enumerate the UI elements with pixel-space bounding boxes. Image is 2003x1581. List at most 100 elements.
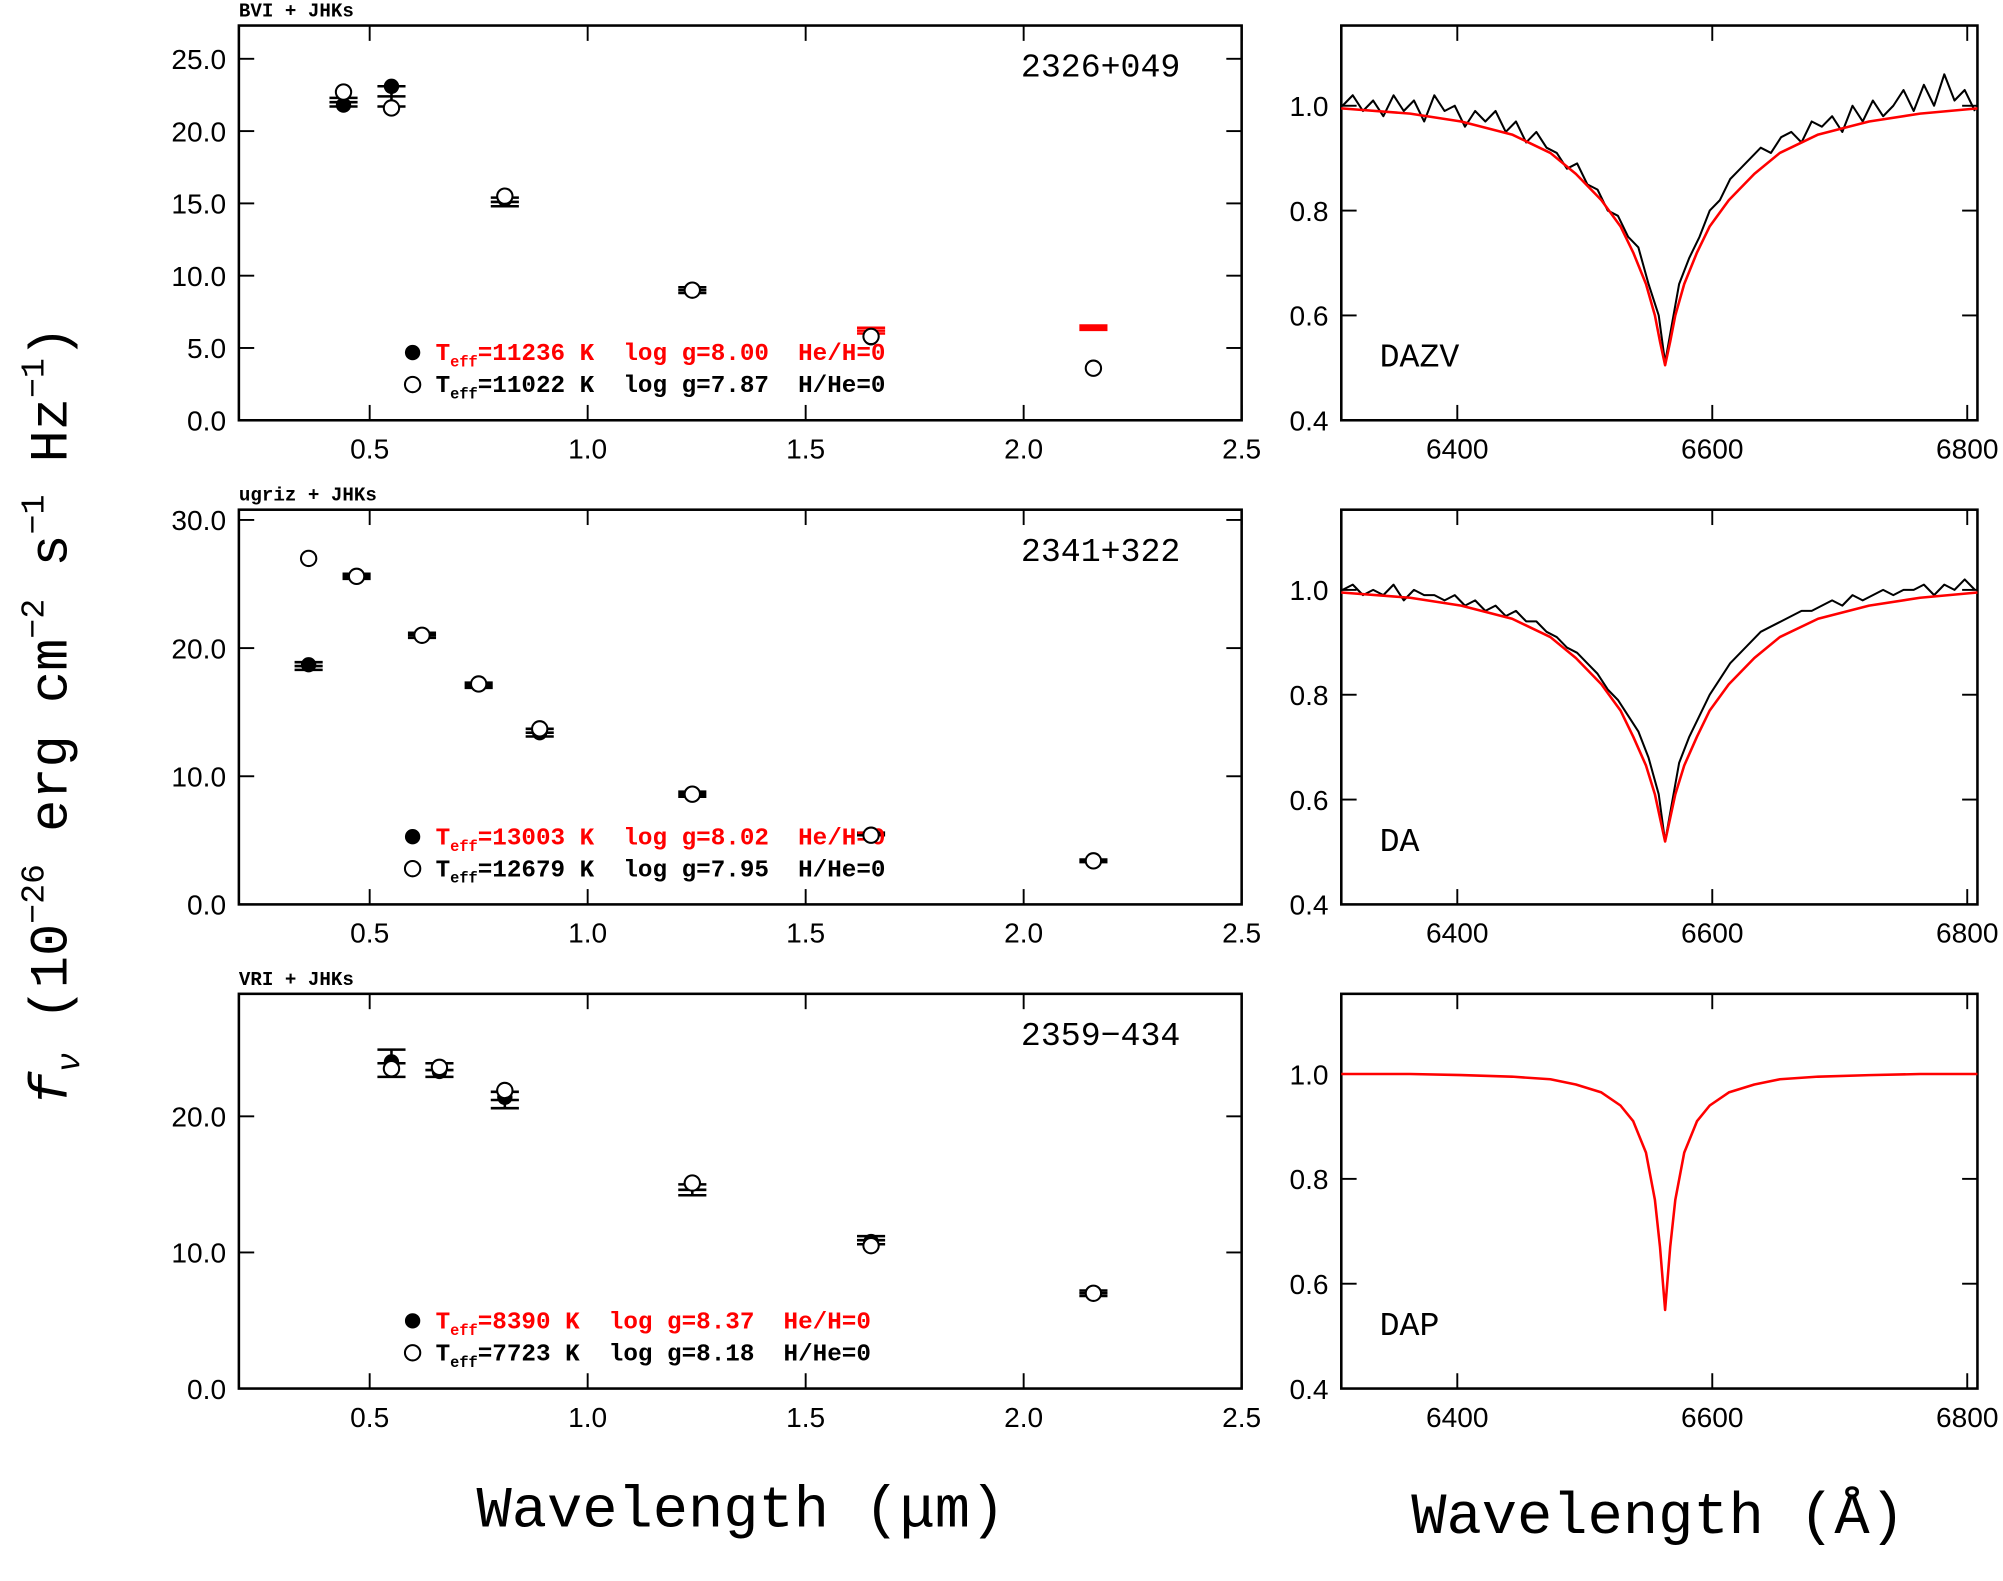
y-tick-label: 30.0: [171, 505, 226, 536]
x-tick-label: 2.5: [1222, 434, 1261, 465]
legend-label-part: =13003 K log g=8.02 He/H=0: [478, 825, 886, 852]
legend-label: Teff=13003 K log g=8.02 He/H=0: [436, 825, 886, 855]
x-tick-label: 6400: [1426, 1402, 1489, 1433]
open-point: [430, 1058, 449, 1077]
x-axis-label: Wavelength (μm): [476, 1478, 1005, 1545]
open-point: [683, 1174, 701, 1192]
open-point: [382, 1060, 401, 1078]
y-tick-label: 0.4: [1289, 890, 1328, 921]
legend-marker: [403, 859, 422, 878]
open-point: [1084, 1284, 1103, 1302]
y-axis-label-part: −1: [15, 358, 53, 398]
y-tick-label: 20.0: [171, 1102, 226, 1133]
x-tick-label: 1.5: [786, 918, 825, 949]
legend-label: Teff=8390 K log g=8.37 He/H=0: [436, 1310, 871, 1340]
open-point: [531, 720, 549, 738]
filled-point: [335, 97, 352, 113]
x-tick-label: 6800: [1936, 434, 1999, 465]
y-axis-label-part: −26: [15, 864, 53, 924]
filled-point: [383, 78, 400, 94]
y-tick-label: 0.0: [187, 1374, 226, 1405]
y-tick-label: 0.8: [1289, 680, 1328, 711]
legend-marker: [404, 1313, 421, 1329]
legend-label-part: =12679 K log g=7.95 H/He=0: [478, 857, 886, 884]
legend-label-part: =7723 K log g=8.18 H/He=0: [478, 1341, 871, 1368]
x-tick-label: 2.5: [1222, 918, 1261, 949]
open-point: [469, 675, 488, 693]
panel-annotation: 2341+322: [1021, 533, 1180, 571]
legend-label-part: T: [436, 373, 451, 400]
legend-label-part: T: [436, 825, 451, 852]
x-tick-label: 2.5: [1222, 1402, 1261, 1433]
y-axis-label-part: ν: [51, 1053, 89, 1073]
y-tick-label: 20.0: [171, 633, 226, 664]
y-tick-label: 5.0: [187, 333, 226, 364]
panel-annotation: DAP: [1380, 1307, 1440, 1345]
x-tick-label: 6400: [1426, 918, 1489, 949]
x-tick-label: 6600: [1681, 1402, 1744, 1433]
open-point: [862, 327, 880, 346]
y-tick-label: 1.0: [1289, 1059, 1328, 1090]
y-axis-label-part: ): [22, 326, 83, 358]
y-tick-label: 1.0: [1289, 91, 1328, 122]
open-point: [496, 187, 514, 205]
y-axis-label-part: Hz: [22, 398, 83, 495]
panel-annotation: 2326+049: [1021, 49, 1180, 87]
y-tick-label: 1.0: [1289, 575, 1328, 606]
open-point: [334, 83, 353, 101]
panel-title: ugriz + JHKs: [239, 485, 377, 507]
legend-label-part: eff: [450, 386, 478, 404]
x-tick-label: 2.0: [1004, 434, 1043, 465]
plot-frame: [1340, 508, 1979, 906]
open-point: [382, 99, 401, 117]
panel-annotation: 2359−434: [1021, 1017, 1180, 1055]
y-axis-label-part: (10: [22, 924, 83, 1053]
figure-body: fν (10−26 erg cm−2 s−1 Hz−1) Wavelength (…: [15, 1, 1998, 1551]
x-tick-label: 1.0: [568, 918, 607, 949]
x-tick-label: 2.0: [1004, 1402, 1043, 1433]
legend-label-part: eff: [450, 870, 478, 888]
spectrum-line: [1341, 591, 1978, 843]
y-tick-label: 0.4: [1289, 405, 1328, 436]
plot-frame: [1340, 992, 1979, 1390]
y-tick-label: 0.8: [1289, 196, 1328, 227]
x-tick-label: 1.0: [568, 1402, 607, 1433]
spectrum-line: [1341, 1072, 1978, 1312]
x-tick-label: 2.0: [1004, 918, 1043, 949]
legend-marker: [403, 375, 422, 394]
error-bar: [1079, 324, 1108, 332]
y-tick-label: 0.6: [1289, 301, 1328, 332]
y-axis-label-part: erg cm: [22, 639, 83, 864]
x-tick-label: 6600: [1681, 434, 1744, 465]
legend-label-part: T: [436, 341, 451, 368]
y-axis-label: fν (10−26 erg cm−2 s−1 Hz−1): [15, 326, 89, 1105]
spectrum-line: [1341, 73, 1976, 364]
legend-label: Teff=7723 K log g=8.18 H/He=0: [436, 1341, 871, 1371]
y-tick-label: 0.6: [1289, 785, 1328, 816]
open-point: [496, 1081, 514, 1100]
spectrum-line: [1342, 578, 1976, 843]
x-tick-label: 6400: [1426, 434, 1489, 465]
x-tick-label: 1.5: [786, 434, 825, 465]
y-tick-label: 20.0: [171, 116, 226, 147]
x-tick-label: 0.5: [350, 918, 389, 949]
x-tick-label: 6800: [1936, 1402, 1999, 1433]
open-point: [862, 1236, 880, 1255]
y-axis-label-part: s: [22, 534, 83, 598]
panel-annotation: DAZV: [1380, 339, 1460, 377]
x-tick-label: 1.5: [786, 1402, 825, 1433]
legend-label-part: eff: [450, 354, 478, 372]
y-axis-label-part: −1: [15, 495, 53, 535]
legend-label: Teff=11236 K log g=8.00 He/H=0: [436, 341, 886, 371]
x-tick-label: 1.0: [568, 434, 607, 465]
spectrum-line: [1341, 107, 1978, 367]
y-tick-label: 10.0: [171, 1238, 226, 1269]
open-point: [413, 626, 431, 644]
plot-frame: [1340, 24, 1979, 422]
y-tick-label: 0.4: [1289, 1374, 1328, 1405]
y-tick-label: 0.6: [1289, 1269, 1328, 1300]
plot-frame: [237, 24, 1243, 422]
legend-label-part: T: [436, 857, 451, 884]
